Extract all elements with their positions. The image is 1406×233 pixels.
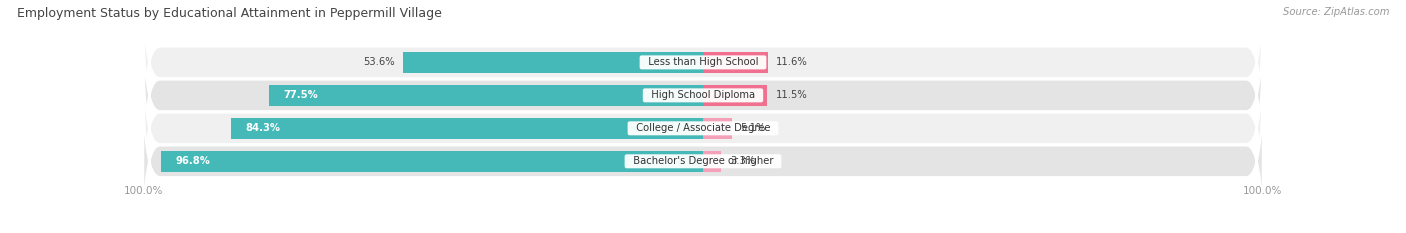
Text: High School Diploma: High School Diploma: [645, 90, 761, 100]
Bar: [162, 151, 703, 171]
Bar: [269, 85, 703, 106]
FancyBboxPatch shape: [143, 78, 1263, 233]
Text: Bachelor's Degree or higher: Bachelor's Degree or higher: [627, 156, 779, 166]
Text: 11.5%: 11.5%: [776, 90, 807, 100]
Text: 5.1%: 5.1%: [740, 123, 765, 133]
Text: 84.3%: 84.3%: [245, 123, 280, 133]
Bar: [703, 151, 721, 171]
FancyBboxPatch shape: [143, 12, 1263, 178]
Text: College / Associate Degree: College / Associate Degree: [630, 123, 776, 133]
Text: 53.6%: 53.6%: [363, 57, 395, 67]
Bar: [404, 52, 703, 73]
Bar: [703, 52, 768, 73]
Text: Source: ZipAtlas.com: Source: ZipAtlas.com: [1282, 7, 1389, 17]
FancyBboxPatch shape: [143, 45, 1263, 211]
Bar: [703, 118, 731, 139]
Text: Employment Status by Educational Attainment in Peppermill Village: Employment Status by Educational Attainm…: [17, 7, 441, 20]
FancyBboxPatch shape: [143, 0, 1263, 145]
Text: 96.8%: 96.8%: [176, 156, 209, 166]
Text: Less than High School: Less than High School: [641, 57, 765, 67]
Text: 77.5%: 77.5%: [283, 90, 318, 100]
Bar: [703, 85, 768, 106]
Text: 3.3%: 3.3%: [730, 156, 755, 166]
Bar: [231, 118, 703, 139]
Text: 11.6%: 11.6%: [776, 57, 808, 67]
